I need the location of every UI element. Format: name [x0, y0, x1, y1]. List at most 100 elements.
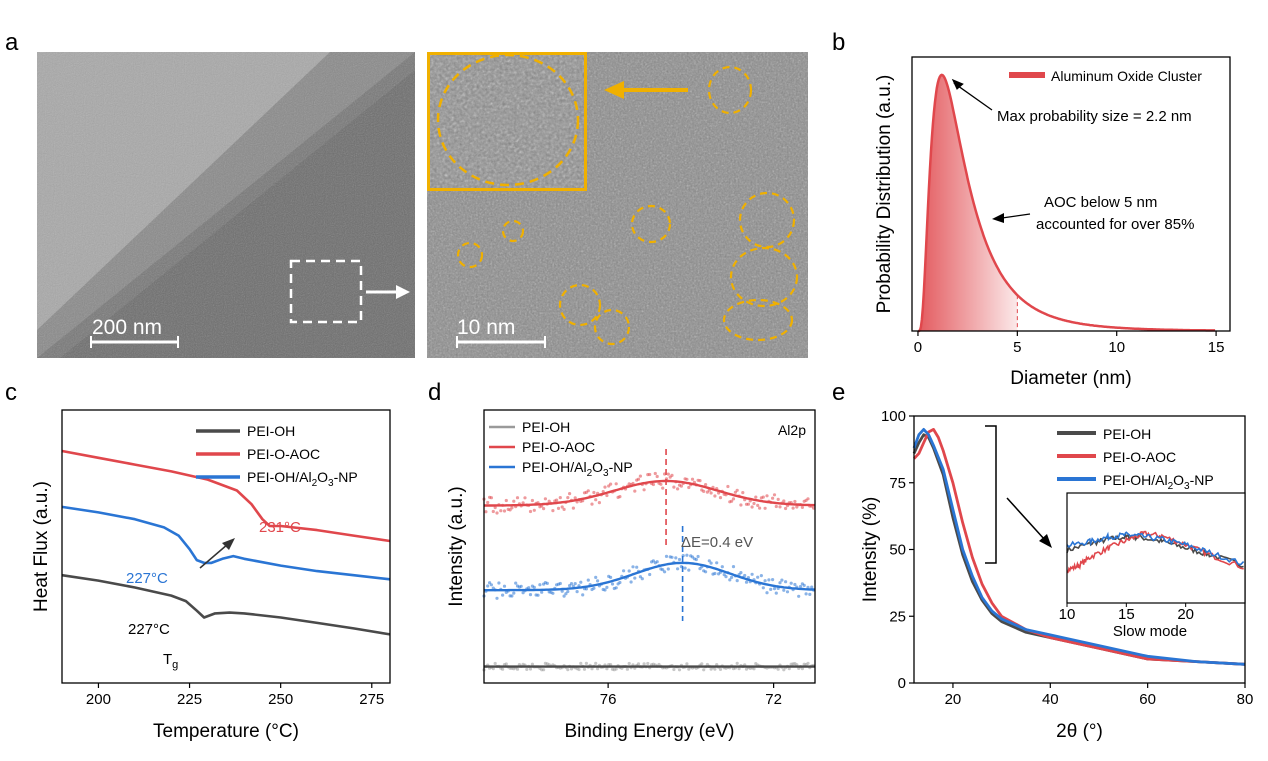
inset-frame	[1066, 492, 1246, 604]
inset-arrow	[604, 81, 688, 99]
data-point	[614, 667, 618, 671]
legend-label: PEI-OH	[1103, 426, 1151, 442]
data-point	[610, 582, 615, 586]
data-point	[562, 594, 566, 598]
data-point	[778, 505, 782, 509]
data-point	[672, 667, 676, 672]
data-point	[782, 588, 786, 592]
data-point	[687, 485, 691, 490]
data-point	[491, 509, 495, 514]
data-point	[782, 668, 786, 672]
data-point	[685, 662, 689, 666]
data-point	[739, 503, 743, 507]
chart-e-xtick-label: 40	[1042, 691, 1059, 708]
data-point	[484, 510, 488, 514]
data-point	[586, 578, 590, 582]
data-point	[564, 592, 568, 596]
data-point	[758, 506, 762, 510]
data-point	[754, 495, 758, 499]
shift-arrowhead	[222, 538, 235, 550]
data-point	[638, 474, 643, 478]
data-point	[627, 569, 631, 573]
data-point	[666, 472, 670, 476]
data-point	[713, 571, 717, 576]
inset-xlabel: Slow mode	[1113, 623, 1187, 640]
data-point	[718, 496, 723, 500]
data-point	[514, 581, 518, 585]
panel-label-a: a	[5, 29, 19, 56]
data-point	[718, 667, 723, 672]
data-point	[800, 505, 805, 509]
data-point	[515, 496, 520, 500]
data-point	[532, 508, 536, 512]
inset-pointer-arrow	[1006, 497, 1046, 541]
data-point	[547, 499, 551, 503]
data-point	[806, 585, 810, 589]
data-point	[579, 580, 583, 584]
annotation-tg-red: 231°C	[259, 519, 301, 536]
legend-label: PEI-O-AOC	[522, 439, 595, 455]
data-point	[700, 662, 704, 666]
data-point	[590, 667, 594, 671]
data-point	[759, 574, 764, 578]
inset-xtick-label: 10	[1059, 606, 1076, 623]
data-point	[713, 667, 717, 671]
data-point	[543, 497, 548, 501]
data-point	[709, 491, 713, 495]
data-point	[765, 591, 769, 595]
data-point	[704, 483, 708, 487]
data-point	[609, 575, 613, 580]
data-point	[569, 582, 574, 586]
data-point	[592, 490, 596, 495]
legend-label: PEI-OH/Al2O3-NP	[247, 469, 358, 489]
data-point	[594, 498, 598, 502]
data-point	[495, 596, 499, 600]
data-point	[530, 662, 535, 666]
chart-e-xlabel: 2θ (°)	[1056, 721, 1103, 742]
annotation-max-size: Max probability size = 2.2 nm	[997, 108, 1192, 125]
data-point	[515, 667, 520, 671]
data-point	[715, 561, 719, 565]
chart-b-frame	[911, 56, 1231, 332]
data-point	[512, 499, 516, 503]
data-point	[804, 592, 808, 596]
data-point	[746, 502, 751, 506]
chart-e-xtick-label: 80	[1237, 691, 1254, 708]
shift-arrow	[199, 543, 229, 569]
data-point	[594, 661, 598, 666]
data-point	[489, 496, 493, 500]
data-point	[728, 578, 732, 582]
chart-b-ylabel: Probability Distribution (a.u.)	[874, 75, 895, 314]
data-point	[536, 593, 540, 597]
chart-c-ylabel: Heat Flux (a.u.)	[31, 481, 52, 612]
data-point	[793, 582, 797, 587]
chart-d-core-label: Al2p	[778, 422, 806, 438]
data-point	[672, 485, 676, 489]
data-point	[528, 667, 533, 671]
chart-b-xtick-label: 10	[1108, 339, 1125, 356]
data-point	[596, 667, 600, 671]
data-point	[655, 474, 659, 479]
legend-label: PEI-O-AOC	[247, 446, 320, 462]
data-point	[605, 585, 609, 590]
data-point	[528, 509, 533, 514]
chart-c-xtick-label: 275	[359, 691, 384, 708]
scale-label-right: 10 nm	[457, 316, 515, 339]
data-point	[638, 575, 643, 579]
data-point	[523, 496, 527, 500]
data-point	[502, 584, 507, 588]
data-point	[568, 492, 572, 496]
data-point	[661, 568, 665, 572]
data-point	[596, 579, 600, 583]
data-point	[726, 484, 730, 489]
data-point	[542, 507, 546, 511]
slow-mode-bracket	[985, 425, 997, 564]
data-point	[743, 573, 747, 578]
legend-label: PEI-OH	[247, 423, 295, 439]
annotation-aoc-below: AOC below 5 nm	[1044, 194, 1157, 211]
data-point	[493, 506, 497, 510]
distribution-curve	[918, 73, 1216, 333]
data-point	[538, 583, 542, 587]
data-point	[636, 477, 641, 481]
data-point	[761, 586, 765, 590]
